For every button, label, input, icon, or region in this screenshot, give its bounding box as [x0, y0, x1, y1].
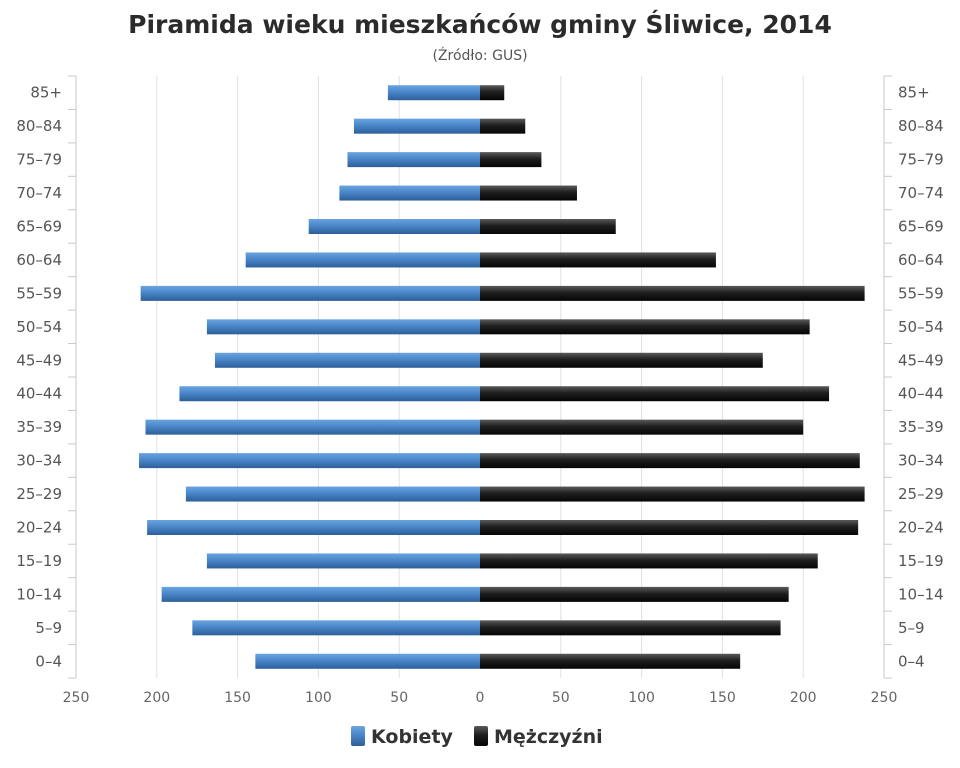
bar-mezczyzni	[480, 486, 865, 502]
legend-swatch	[351, 726, 365, 746]
category-label-right: 80–84	[898, 117, 944, 135]
category-label-left: 35–39	[16, 418, 62, 436]
category-label-left: 0–4	[35, 652, 62, 670]
bar-mezczyzni	[480, 586, 789, 602]
bar-mezczyzni	[480, 352, 763, 368]
bar-mezczyzni	[480, 319, 810, 335]
bar-kobiety	[139, 453, 481, 469]
category-label-right: 70–74	[898, 184, 944, 202]
category-label-left: 15–19	[16, 552, 62, 570]
x-tick-label: 150	[709, 690, 736, 706]
category-label-right: 15–19	[898, 552, 944, 570]
category-label-right: 25–29	[898, 485, 944, 503]
bar-mezczyzni	[480, 118, 526, 134]
chart-subtitle: (Źródło: GUS)	[432, 46, 527, 64]
category-label-left: 50–54	[16, 318, 62, 336]
x-tick-label: 100	[305, 690, 332, 706]
category-label-right: 35–39	[898, 418, 944, 436]
bar-kobiety	[245, 252, 480, 268]
legend: Kobiety Mężczyźni	[351, 726, 603, 748]
x-tick-label: 250	[871, 690, 898, 706]
category-label-right: 40–44	[898, 385, 944, 403]
category-label-right: 45–49	[898, 351, 944, 369]
category-label-right: 10–14	[898, 585, 944, 603]
bar-mezczyzni	[480, 252, 716, 268]
category-label-left: 30–34	[16, 452, 62, 470]
x-tick-label: 150	[224, 690, 251, 706]
bar-mezczyzni	[480, 85, 505, 101]
category-label-right: 75–79	[898, 151, 944, 169]
bar-mezczyzni	[480, 219, 616, 234]
x-tick-label: 50	[390, 690, 408, 706]
x-tick-label: 0	[476, 690, 485, 706]
x-tick-label: 200	[790, 690, 817, 706]
category-label-left: 70–74	[16, 184, 62, 202]
category-label-right: 20–24	[898, 519, 944, 537]
bar-kobiety	[145, 419, 480, 435]
bar-mezczyzni	[480, 453, 860, 469]
x-tick-label: 50	[552, 690, 570, 706]
category-label-right: 30–34	[898, 452, 944, 470]
legend-item-mezczyzni[interactable]: Mężczyźni	[474, 726, 603, 748]
category-label-left: 85+	[30, 84, 62, 102]
bar-mezczyzni	[480, 386, 830, 402]
bar-kobiety	[214, 352, 480, 368]
category-label-left: 80–84	[16, 117, 62, 135]
category-label-right: 65–69	[898, 218, 944, 236]
bar-kobiety	[387, 85, 480, 101]
bar-mezczyzni	[480, 419, 804, 435]
category-label-right: 85+	[898, 84, 930, 102]
category-label-left: 5–9	[35, 619, 62, 637]
bar-kobiety	[192, 620, 481, 636]
x-tick-label: 250	[63, 690, 90, 706]
bar-kobiety	[308, 219, 480, 234]
bar-mezczyzni	[480, 152, 542, 168]
category-label-left: 10–14	[16, 585, 62, 603]
bar-kobiety	[140, 285, 480, 301]
bar-kobiety	[353, 118, 480, 134]
bar-kobiety	[206, 553, 480, 569]
bars	[139, 85, 865, 669]
category-label-left: 55–59	[16, 284, 62, 302]
bar-mezczyzni	[480, 553, 818, 569]
category-label-left: 75–79	[16, 151, 62, 169]
category-label-right: 5–9	[898, 619, 925, 637]
bar-kobiety	[206, 319, 480, 335]
category-label-left: 40–44	[16, 385, 62, 403]
category-label-right: 60–64	[898, 251, 944, 269]
bar-kobiety	[185, 486, 480, 502]
bar-kobiety	[161, 586, 480, 602]
category-label-left: 45–49	[16, 351, 62, 369]
category-label-right: 50–54	[898, 318, 944, 336]
bar-kobiety	[347, 152, 480, 168]
bar-mezczyzni	[480, 185, 577, 201]
bar-mezczyzni	[480, 653, 741, 669]
category-label-right: 0–4	[898, 652, 925, 670]
chart-title: Piramida wieku mieszkańców gminy Śliwice…	[128, 9, 832, 39]
x-tick-label: 100	[628, 690, 655, 706]
category-label-left: 65–69	[16, 218, 62, 236]
grid-lines	[156, 76, 804, 678]
bar-mezczyzni	[480, 620, 781, 636]
bar-mezczyzni	[480, 520, 859, 535]
bar-kobiety	[339, 185, 480, 201]
bar-kobiety	[179, 386, 480, 402]
legend-label: Mężczyźni	[494, 726, 603, 748]
bar-kobiety	[255, 653, 480, 669]
legend-label: Kobiety	[371, 726, 454, 748]
category-label-left: 25–29	[16, 485, 62, 503]
x-tick-label: 200	[143, 690, 170, 706]
legend-item-kobiety[interactable]: Kobiety	[351, 726, 454, 748]
category-label-right: 55–59	[898, 284, 944, 302]
bar-mezczyzni	[480, 285, 865, 301]
axes	[68, 75, 892, 679]
category-labels: 85+ 85+ 80–84 80–84 75–79 75–79 70–74 70–74 65–6…	[16, 84, 943, 671]
category-label-left: 20–24	[16, 519, 62, 537]
legend-swatch	[474, 726, 488, 746]
x-tick-labels: 250 200 150 100 50 0 50 100 150 200 250	[63, 690, 898, 706]
category-label-left: 60–64	[16, 251, 62, 269]
bar-kobiety	[147, 520, 480, 535]
